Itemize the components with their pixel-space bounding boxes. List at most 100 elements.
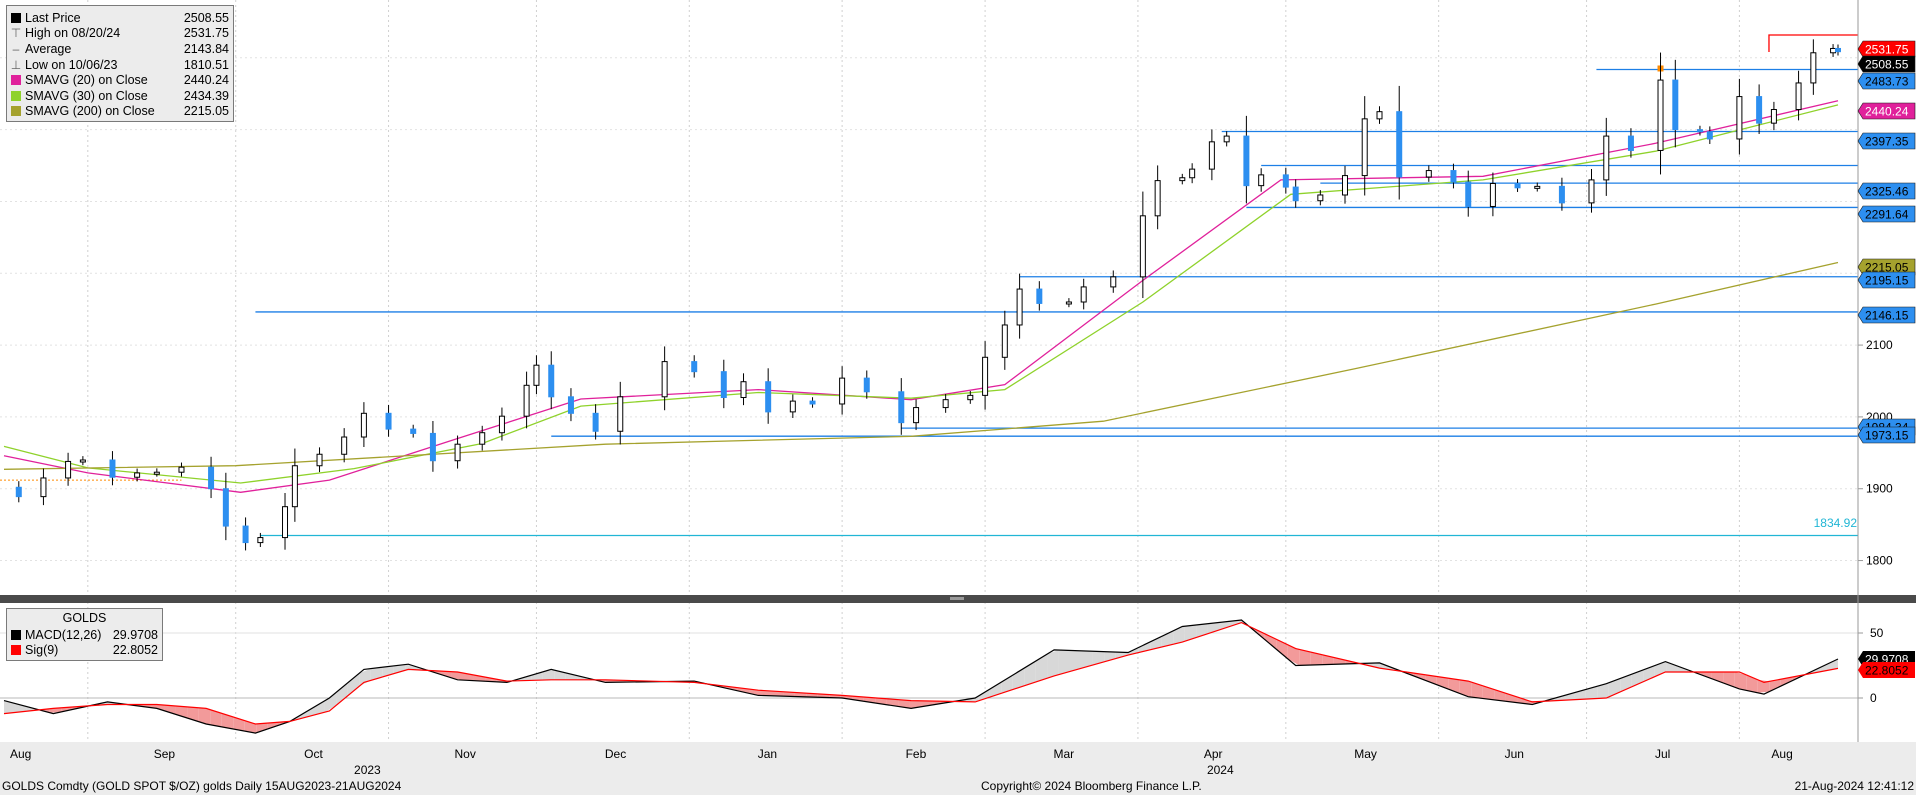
candle-body <box>109 459 116 478</box>
legend-value: 2143.84 <box>183 41 229 56</box>
x-tick-label: May <box>1354 747 1377 761</box>
axis-badge-label: 2195.15 <box>1865 274 1909 288</box>
axis-badge-label: 2483.73 <box>1865 75 1909 89</box>
macd-fill <box>153 704 165 711</box>
macd-fill <box>451 671 463 681</box>
macd-fill <box>1035 654 1048 682</box>
macd-fill <box>1264 633 1277 650</box>
candle-body <box>1292 186 1299 202</box>
candle-body <box>1450 170 1457 183</box>
legend-row[interactable]: ⊥ Low on 10/06/23 1810.51 <box>7 57 233 73</box>
legend-row[interactable]: Last Price 2508.55 <box>7 10 233 26</box>
macd-fill <box>760 690 772 696</box>
x-tick-label: Dec <box>605 747 626 761</box>
horizontal-levels-layer <box>255 34 1858 537</box>
macd-fill <box>1219 621 1231 630</box>
macd-fill <box>439 671 452 678</box>
candle-body <box>257 537 264 544</box>
candle-body <box>134 472 141 478</box>
legend-row[interactable]: SMAVG (30) on Close 2434.39 <box>7 88 233 104</box>
macd-layer <box>3 619 1839 734</box>
candle-body <box>1706 131 1713 140</box>
macd-fill <box>1505 693 1518 703</box>
macd-swatch-icon <box>7 629 25 640</box>
candle-body <box>661 361 668 398</box>
y-tick-label: 1900 <box>1866 482 1893 496</box>
legend-label: Last Price <box>25 10 81 25</box>
axis-value-badge: 2397.35 <box>1857 132 1916 150</box>
macd-fill <box>267 722 280 729</box>
candle-body <box>863 377 870 393</box>
x-tick-label: Aug <box>10 747 31 761</box>
candle-body <box>720 371 727 399</box>
macd-y-tick-label: 50 <box>1870 626 1884 640</box>
axis-badge-bg <box>1858 662 1915 678</box>
legend-row[interactable]: Sig(9) 22.8052 <box>7 643 162 659</box>
macd-fill <box>347 673 360 696</box>
legend-label: Average <box>25 41 72 56</box>
legend-row[interactable]: – Average 2143.84 <box>7 41 233 57</box>
macd-legend[interactable]: GOLDS MACD(12,26) 29.9708 Sig(9) 22.8052 <box>6 608 163 662</box>
macd-fill <box>1081 650 1093 669</box>
legend-label: Low on 10/06/23 <box>25 57 118 72</box>
macd-fill <box>187 706 199 722</box>
candle-body <box>1341 175 1348 196</box>
legend-value: 22.8052 <box>112 643 158 658</box>
macd-fill <box>1780 677 1793 687</box>
candle-body <box>1657 79 1664 151</box>
candle-body <box>282 506 289 539</box>
macd-fill <box>989 682 1002 698</box>
legend-row[interactable]: ⊤ High on 08/20/24 2531.75 <box>7 26 233 42</box>
macd-fill <box>1333 657 1346 665</box>
legend-label: MACD(12,26) <box>25 627 102 642</box>
low-marker-icon: ⊥ <box>10 57 22 72</box>
macd-fill <box>1310 652 1323 666</box>
axis-badge-label: 2291.64 <box>1865 208 1909 222</box>
candle-body <box>1534 185 1541 189</box>
macd-fill <box>909 700 921 709</box>
price-legend[interactable]: Last Price 2508.55 ⊤ High on 08/20/24 2531.7… <box>6 5 234 123</box>
candle-body <box>1282 174 1289 188</box>
macd-legend-title: GOLDS <box>62 611 107 625</box>
candle-body <box>1036 288 1043 304</box>
axis-value-badge: 2483.73 <box>1857 72 1916 90</box>
candle-body <box>1795 82 1802 111</box>
macd-fill <box>1047 650 1059 679</box>
candle-body <box>454 443 461 462</box>
candle-body <box>1736 96 1743 140</box>
legend-row[interactable]: SMAVG (20) on Close 2440.24 <box>7 72 233 88</box>
macd-fill <box>1092 651 1105 665</box>
color-swatch <box>11 75 21 86</box>
legend-value: 2508.55 <box>183 10 229 25</box>
axis-value-badge: 1973.15 <box>1857 426 1916 444</box>
candle-body <box>592 412 599 432</box>
candle-body <box>967 394 974 401</box>
x-tick-label: Jul <box>1655 747 1670 761</box>
macd-fill <box>1207 622 1220 634</box>
legend-row[interactable]: MACD(12,26) 29.9708 <box>7 627 162 643</box>
candle-body <box>1317 194 1324 202</box>
axis-badge-bg <box>1857 55 1916 73</box>
axis-value-badge: 2531.75 <box>1857 40 1916 58</box>
macd-fill <box>393 664 406 674</box>
candle-body <box>548 364 555 398</box>
macd-fill <box>1173 626 1185 645</box>
x-year-label: 2024 <box>1207 763 1234 777</box>
pane-resize-handle <box>950 597 964 600</box>
macd-fill <box>370 667 383 681</box>
macd-fill <box>1757 679 1770 693</box>
axis-value-badge: 2325.46 <box>1857 182 1916 200</box>
candle-body <box>1835 47 1841 53</box>
candle-body <box>809 400 816 405</box>
macd-fill <box>1746 674 1758 693</box>
axis-badge-label: 2508.55 <box>1865 58 1909 72</box>
macd-fill <box>1299 649 1311 666</box>
candle-body <box>1065 301 1072 305</box>
axis-badge-bg <box>1857 102 1916 120</box>
legend-row[interactable]: SMAVG (200) on Close 2215.05 <box>7 104 233 120</box>
macd-fill <box>771 691 784 697</box>
candle-body <box>1425 170 1432 178</box>
candle-body <box>208 466 215 490</box>
axis-value-badge: 2291.64 <box>1857 205 1916 223</box>
